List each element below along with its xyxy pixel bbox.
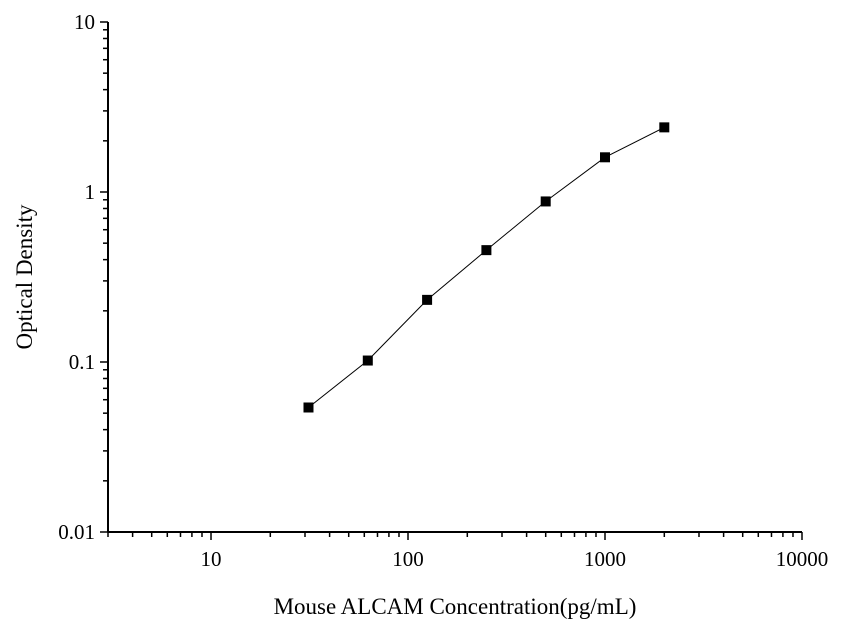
y-tick-label: 0.01: [58, 520, 95, 544]
x-tick-label: 10000: [776, 547, 829, 571]
x-tick-label: 1000: [584, 547, 626, 571]
data-point: [540, 196, 551, 207]
x-tick-label: 10: [201, 547, 222, 571]
data-point: [600, 152, 611, 163]
x-tick-label: 100: [392, 547, 424, 571]
y-tick-label: 1: [85, 180, 96, 204]
data-point: [362, 355, 373, 366]
y-tick-label: 10: [74, 10, 95, 34]
data-point: [481, 245, 492, 256]
y-axis-title: Optical Density: [12, 204, 37, 349]
x-axis-title: Mouse ALCAM Concentration(pg/mL): [274, 594, 637, 619]
data-point: [659, 122, 670, 133]
y-tick-label: 0.1: [69, 350, 95, 374]
data-point: [303, 402, 314, 413]
series-line: [308, 126, 665, 408]
data-point: [422, 294, 433, 305]
plot-area: 10 100 1000 10000 0.01 0.1 1 10: [58, 10, 828, 571]
